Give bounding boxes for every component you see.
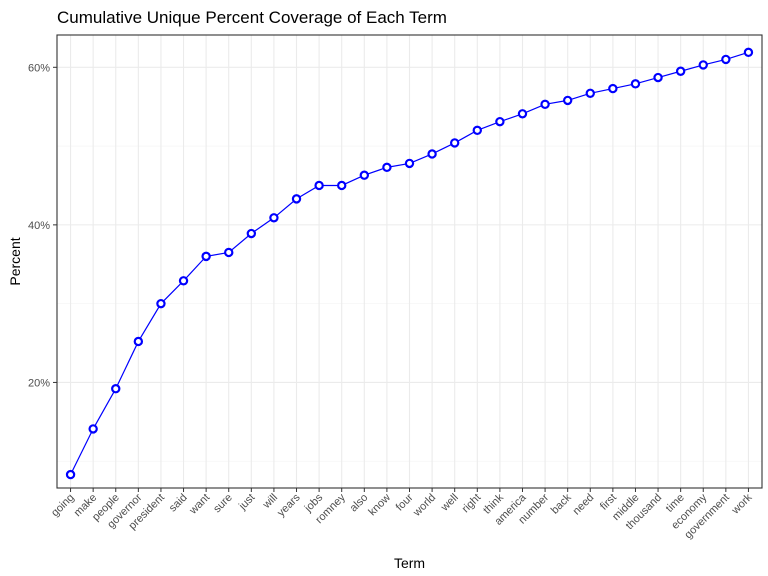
data-point-right [472,125,482,136]
grid [57,35,762,488]
data-point-well [449,138,460,148]
x-tick-label: right [460,492,484,516]
data-point-know [382,162,392,173]
x-tick-label: world [410,492,438,520]
data-point-time [675,66,686,76]
data-point-jobs [314,180,324,191]
x-tick-label: back [549,491,574,516]
x-tick-label: years [275,491,303,519]
x-tick-label: work [729,491,755,517]
x-tick-label: said [167,492,190,515]
chart-title: Cumulative Unique Percent Coverage of Ea… [57,8,447,27]
data-point-economy [698,60,708,70]
y-tick-label: 40% [28,220,50,232]
data-point-make [88,424,98,434]
data-point-government [721,54,731,65]
y-tick-label: 60% [28,62,50,74]
y-axis: 20% 40% 60% [28,62,57,389]
x-tick-label: know [366,492,393,519]
data-point-will [269,213,279,223]
data-point-middle [630,79,641,89]
data-point-first [608,83,618,94]
data-point-also [359,170,370,180]
data-point-work [743,47,754,58]
data-point-governor [133,336,144,347]
data-point-world [427,149,437,159]
data-point-thousand [653,72,663,83]
data-point-president [156,298,166,309]
x-axis-title: Term [394,555,425,571]
x-tick-label: going [49,492,77,520]
x-tick-label: need [571,492,597,518]
data-point-number [540,99,550,110]
data-point-america [517,109,528,119]
data-point-said [178,276,189,286]
data-point-people [111,384,121,394]
data-point-need [585,88,595,98]
data-point-going [65,469,76,480]
x-tick-label: sure [211,492,235,516]
y-axis-title: Percent [7,237,23,285]
data-point-back [562,95,573,106]
data-point-years [291,194,302,204]
series [65,47,754,480]
data-point-four [404,158,415,169]
data-point-want [201,251,211,262]
x-tick-label: just [236,492,257,513]
x-tick-label: well [438,492,461,515]
data-point-think [495,116,505,127]
data-point-romney [337,180,347,191]
y-tick-label: 20% [28,377,50,389]
x-tick-label: want [187,492,213,518]
data-point-sure [224,247,234,258]
data-point-just [246,228,257,239]
